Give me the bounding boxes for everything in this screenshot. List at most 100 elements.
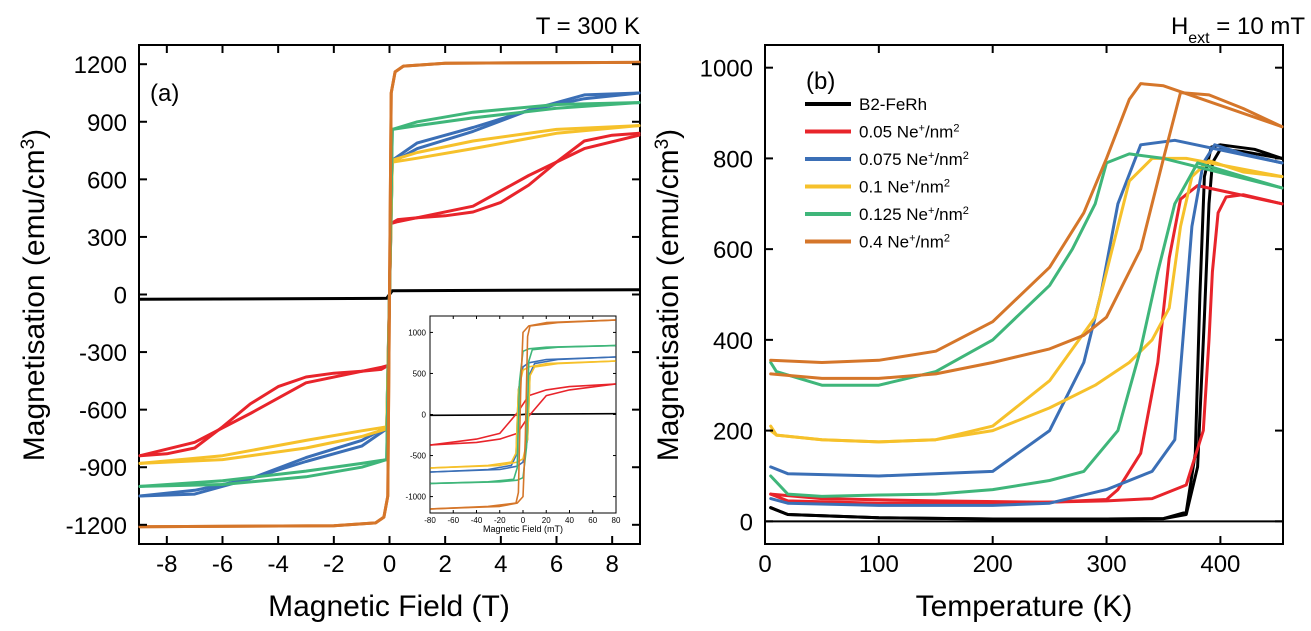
legend-entry-unit-sup: 2 [963,205,969,217]
panel-b-b2-ferh-line-1 [769,147,1284,521]
panel-a-x-tick-label: 2 [438,551,451,578]
panel-b-y-axis-title: Magnetisation (emu/cm3) [652,129,686,461]
panel-a-y-tick-label: 1200 [74,52,127,79]
panel-a-series-5-line-1 [138,60,641,529]
panel-b-0-05-ne-line-0 [769,184,1284,504]
panel-b-y-axis-title-end: ) [652,129,685,139]
inset-x-tick-label: 20 [542,516,551,525]
legend-entry-0-4-ne: 0.4 Ne+/nm2 [859,233,950,252]
panel-a-x-tick-label: 4 [494,551,507,578]
legend-entry-0-1-ne: 0.1 Ne+/nm2 [859,178,950,197]
panel-a-x-tick-label: 0 [383,551,396,578]
panel-b-0-075-ne-line-0 [769,138,1284,478]
legend-entry-sup: + [909,233,915,245]
legend-entry-name: 0.4 Ne [859,233,909,252]
panel-b-y-axis-title-main: Magnetisation (emu/cm [652,149,685,461]
panel-b-x-axis: 0 100 200 300 400 [758,45,1240,578]
panel-a-y-tick-label: 300 [87,225,127,252]
inset-series-3-line-1 [430,360,616,469]
inset-series-5-line-1 [430,319,616,510]
panel-a-x-tick-label: -4 [267,551,288,578]
inset-x-tick-label: 80 [612,516,621,525]
panel-a-x-axis-title: Magnetic Field (T) [268,590,510,623]
inset-series-5-line-0 [430,319,616,510]
inset-x-tick-label: -80 [424,516,436,525]
legend-entry-unit-sup: 2 [944,233,950,245]
panel-b-0-125-ne-line-1 [769,161,1284,498]
panel-a-x-tick-label: 8 [605,551,618,578]
legend-entry-name: 0.05 Ne [859,123,919,142]
panel-b-y-tick-label: 400 [713,328,753,355]
panel-a-y-axis-title-main: Magnetisation (emu/cm [18,149,51,461]
inset-y-tick-label: -500 [410,452,427,461]
inset-series-4-line-0 [430,344,616,485]
legend-entry-unit: /nm [934,150,962,169]
legend-entry-name: 0.075 Ne [859,150,928,169]
legend-entry-name: 0.125 Ne [859,205,928,224]
panel-b-corner-title-rest: = 10 mT [1210,13,1306,40]
inset-y-tick-label: -1000 [406,493,427,502]
panel-b-x-tick-label: 100 [859,551,899,578]
panel-a-series-layer [138,60,641,529]
legend-entry-name: 0.1 Ne [859,178,909,197]
panel-b-x-tick-label: 300 [1087,551,1127,578]
panel-b-x-axis-title: Temperature (K) [916,590,1133,623]
panel-b-y-tick-label: 600 [713,237,753,264]
inset-x-tick-label: -60 [447,516,459,525]
panel-a-y-axis-title: Magnetisation (emu/cm3) [18,129,52,461]
panel-b-y-tick-label: 1000 [700,56,753,83]
panel-a-y-tick-label: -300 [79,340,127,367]
panel-a-y-tick-label: 600 [87,167,127,194]
inset-y-tick-label: 500 [413,369,427,378]
legend-entry-0-075-ne: 0.075 Ne+/nm2 [859,150,969,169]
legend-entry-unit-sup: 2 [963,150,969,162]
legend-entry-unit: /nm [925,123,953,142]
panel-a-label: (a) [150,80,179,107]
panel-b-corner-title: Hext = 10 mT [1171,13,1305,47]
panel-b-y-tick-label: 200 [713,419,753,446]
panel-b-0-4-ne-line-1 [769,91,1284,380]
legend-entry-sup: + [919,123,925,135]
panel-b-0-075-ne-line-1 [769,143,1284,507]
panel-b-y-tick-label: 800 [713,146,753,173]
panel-b-label: (b) [806,68,835,95]
inset-series-3-line-0 [430,360,616,469]
panel-b-y-axis: 0 200 400 600 800 1000 [700,56,1283,536]
inset-y-axis: -1000 -500 0 500 1000 [406,328,616,502]
panel-b-x-tick-label: 400 [1200,551,1240,578]
panel-b-0-125-ne-line-0 [769,152,1284,387]
panel-a-x-tick-label: 6 [550,551,563,578]
inset-x-tick-label: -40 [471,516,483,525]
inset-x-tick-label: 0 [521,516,526,525]
panel-a-y-tick-label: -900 [79,455,127,482]
panel-b-x-tick-label: 0 [758,551,771,578]
panel-b-plot-frame [764,44,1284,545]
panel-a-y-tick-label: -600 [79,398,127,425]
panel-a-x-tick-label: -2 [323,551,344,578]
panel-b-0-4-ne-line-0 [769,82,1284,364]
legend-entry-name: B2-FeRh [859,95,927,114]
legend-entry-unit: /nm [916,233,944,252]
legend-entry-unit-sup: 2 [944,178,950,190]
panel-a-y-axis-title-end: ) [18,129,51,139]
legend-entry-unit-sup: 2 [953,123,959,135]
panel-a-y-tick-label: 0 [114,283,127,310]
legend-entry-sup: + [928,150,934,162]
panel-a-y-tick-label: 900 [87,110,127,137]
panel-b-y-axis-title-sup: 3 [652,139,673,150]
inset-series-1-line-0 [430,383,616,446]
legend-entry-unit: /nm [934,205,962,224]
legend-entry-unit: /nm [916,178,944,197]
inset-x-axis: -80 -60 -40 -20 0 20 40 60 80 [424,316,621,525]
inset-series-layer [430,319,616,510]
inset-x-axis-title: Magnetic Field (mT) [483,524,563,534]
inset-x-tick-label: -20 [494,516,506,525]
panel-a-x-tick-label: -6 [212,551,233,578]
legend-entry-0-125-ne: 0.125 Ne+/nm2 [859,205,969,224]
legend-entry-sup: + [909,178,915,190]
